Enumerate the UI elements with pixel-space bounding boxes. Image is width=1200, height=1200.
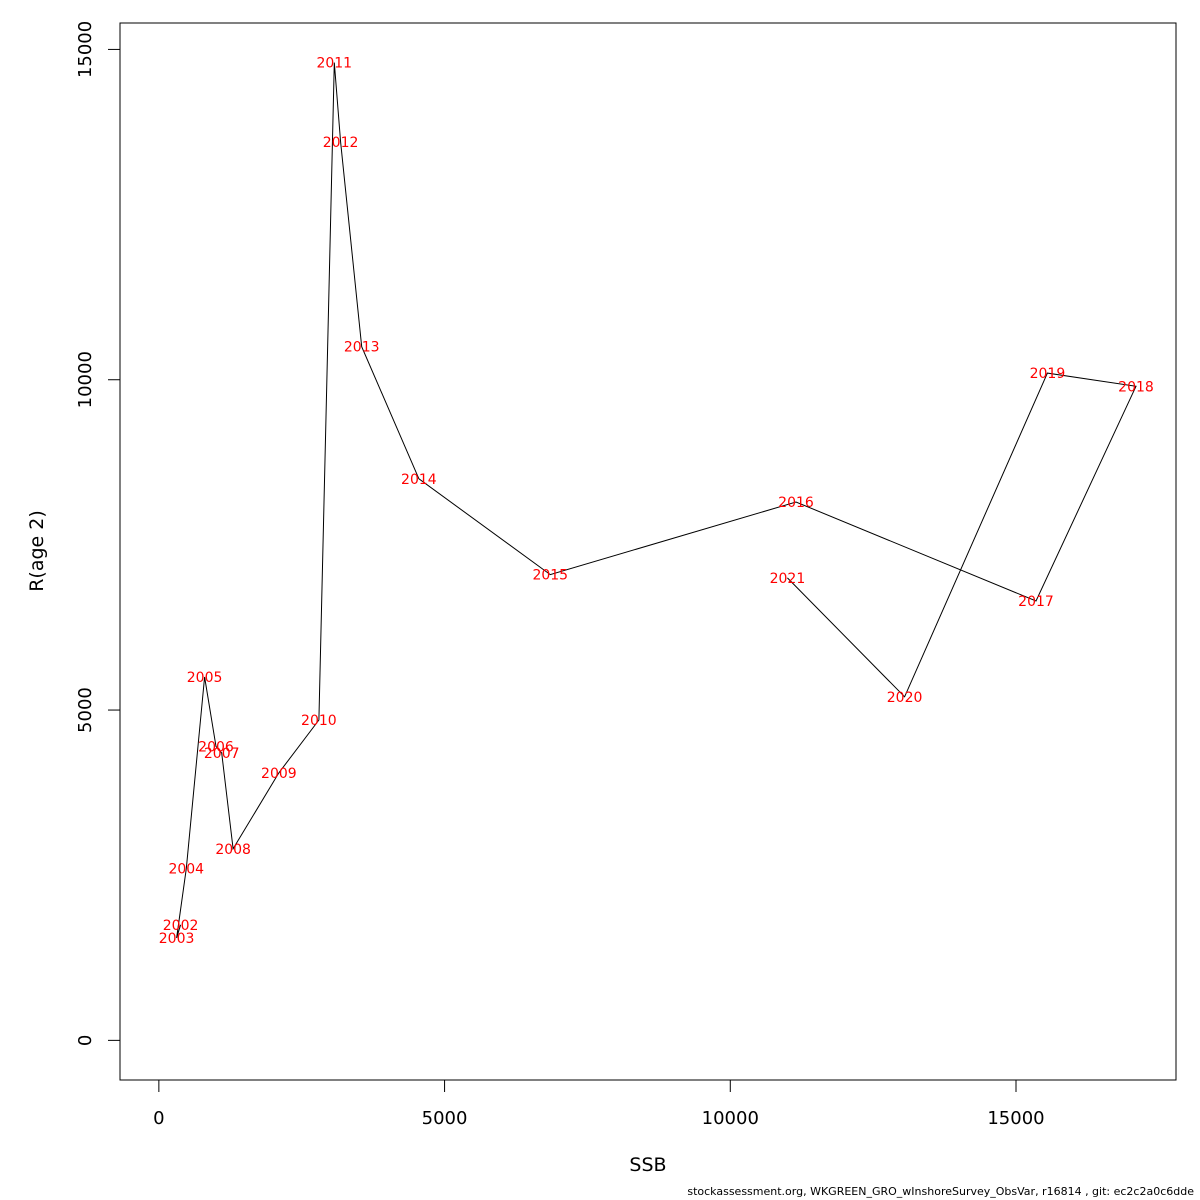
point-label: 2012 [323,135,359,151]
y-tick-label: 10000 [75,351,96,408]
series-line [176,62,1137,939]
point-label: 2014 [401,472,437,488]
point-label: 2009 [261,766,297,782]
point-label: 2018 [1118,379,1154,395]
point-label: 2011 [316,56,352,72]
point-label: 2021 [770,571,806,587]
x-tick-label: 0 [153,1108,164,1129]
point-label: 2020 [887,690,923,706]
x-tick-label: 5000 [422,1108,468,1129]
x-tick-label: 15000 [987,1108,1044,1129]
point-label: 2006 [198,739,234,755]
point-label: 2003 [159,931,195,947]
x-axis-title: SSB [629,1154,666,1176]
point-label: 2013 [344,340,380,356]
point-label: 2007 [204,746,240,762]
y-tick-label: 15000 [75,21,96,78]
point-label: 2010 [301,713,337,729]
point-label: 2017 [1018,594,1054,610]
y-tick-label: 5000 [75,687,96,733]
y-tick-label: 0 [75,1035,96,1046]
point-label: 2005 [187,670,223,686]
point-label: 2002 [163,918,199,934]
point-label: 2016 [778,495,814,511]
x-tick-label: 10000 [702,1108,759,1129]
point-labels: 2002200320042005200620072008200920102011… [159,56,1154,947]
y-axis-title: R(age 2) [26,510,48,592]
point-label: 2015 [532,568,568,584]
point-label: 2019 [1030,366,1066,382]
point-label: 2008 [215,842,251,858]
y-axis: 0 5000 10000 15000 [75,21,121,1046]
plot-area-frame [119,22,1177,1081]
point-label: 2004 [168,862,204,878]
footer-caption: stockassessment.org, WKGREEN_GRO_wInshor… [687,1185,1194,1198]
x-axis: 0 5000 10000 15000 [153,1079,1045,1129]
